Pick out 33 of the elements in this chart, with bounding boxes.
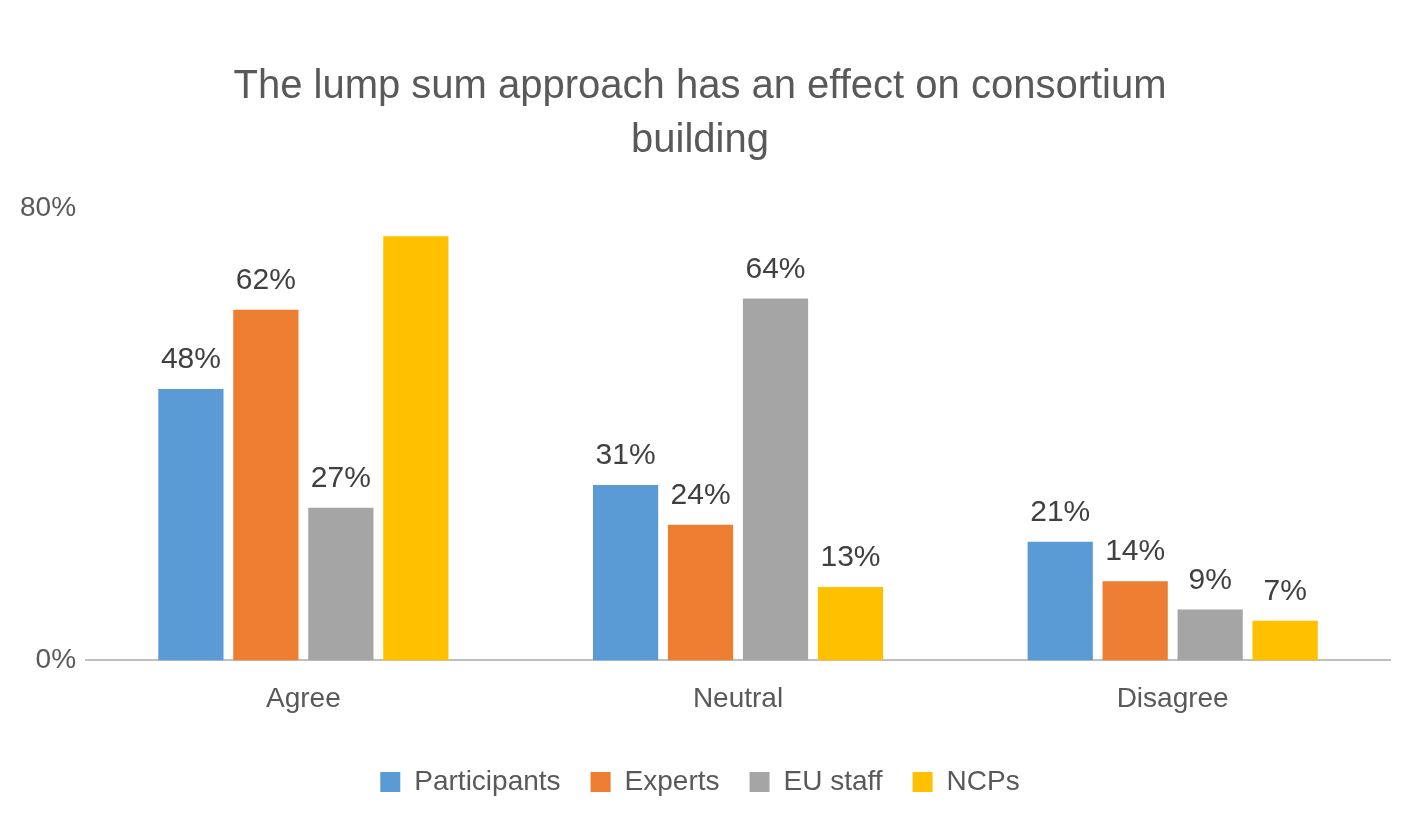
bar: [308, 507, 374, 661]
chart-title: The lump sum approach has an effect on consortium building: [233, 62, 1167, 161]
bar: [158, 388, 224, 661]
data-label: 7%: [1263, 573, 1307, 607]
y-tick-label: 80%: [19, 190, 77, 222]
bar: [742, 298, 809, 661]
bar: [383, 236, 449, 661]
data-label: 31%: [595, 437, 656, 471]
bar: [233, 309, 299, 661]
bar: [1177, 609, 1243, 661]
data-label: 21%: [1030, 493, 1091, 527]
legend-label: EU staff: [783, 764, 883, 796]
x-tick-label: Neutral: [692, 681, 784, 713]
data-label: 62%: [235, 262, 296, 296]
data-label: 48%: [160, 341, 221, 375]
data-label: 13%: [820, 539, 881, 573]
data-label: 14%: [1105, 533, 1166, 567]
legend-label: Experts: [624, 764, 720, 796]
data-label: 9%: [1188, 561, 1232, 595]
data-label: 24%: [670, 476, 731, 510]
data-label: 64%: [745, 250, 806, 284]
legend-label: Participants: [414, 764, 561, 796]
data-label: 27%: [310, 459, 371, 493]
y-tick-label: 0%: [35, 643, 77, 675]
bar: [1252, 620, 1318, 661]
legend-label: NCPs: [946, 764, 1020, 796]
bar: [817, 586, 884, 661]
bar: [1027, 541, 1093, 661]
x-tick-label: Agree: [266, 681, 341, 713]
bar: [667, 524, 734, 661]
bar: [1102, 581, 1168, 661]
x-tick-label: Disagree: [1116, 681, 1229, 713]
bar: [592, 485, 659, 661]
